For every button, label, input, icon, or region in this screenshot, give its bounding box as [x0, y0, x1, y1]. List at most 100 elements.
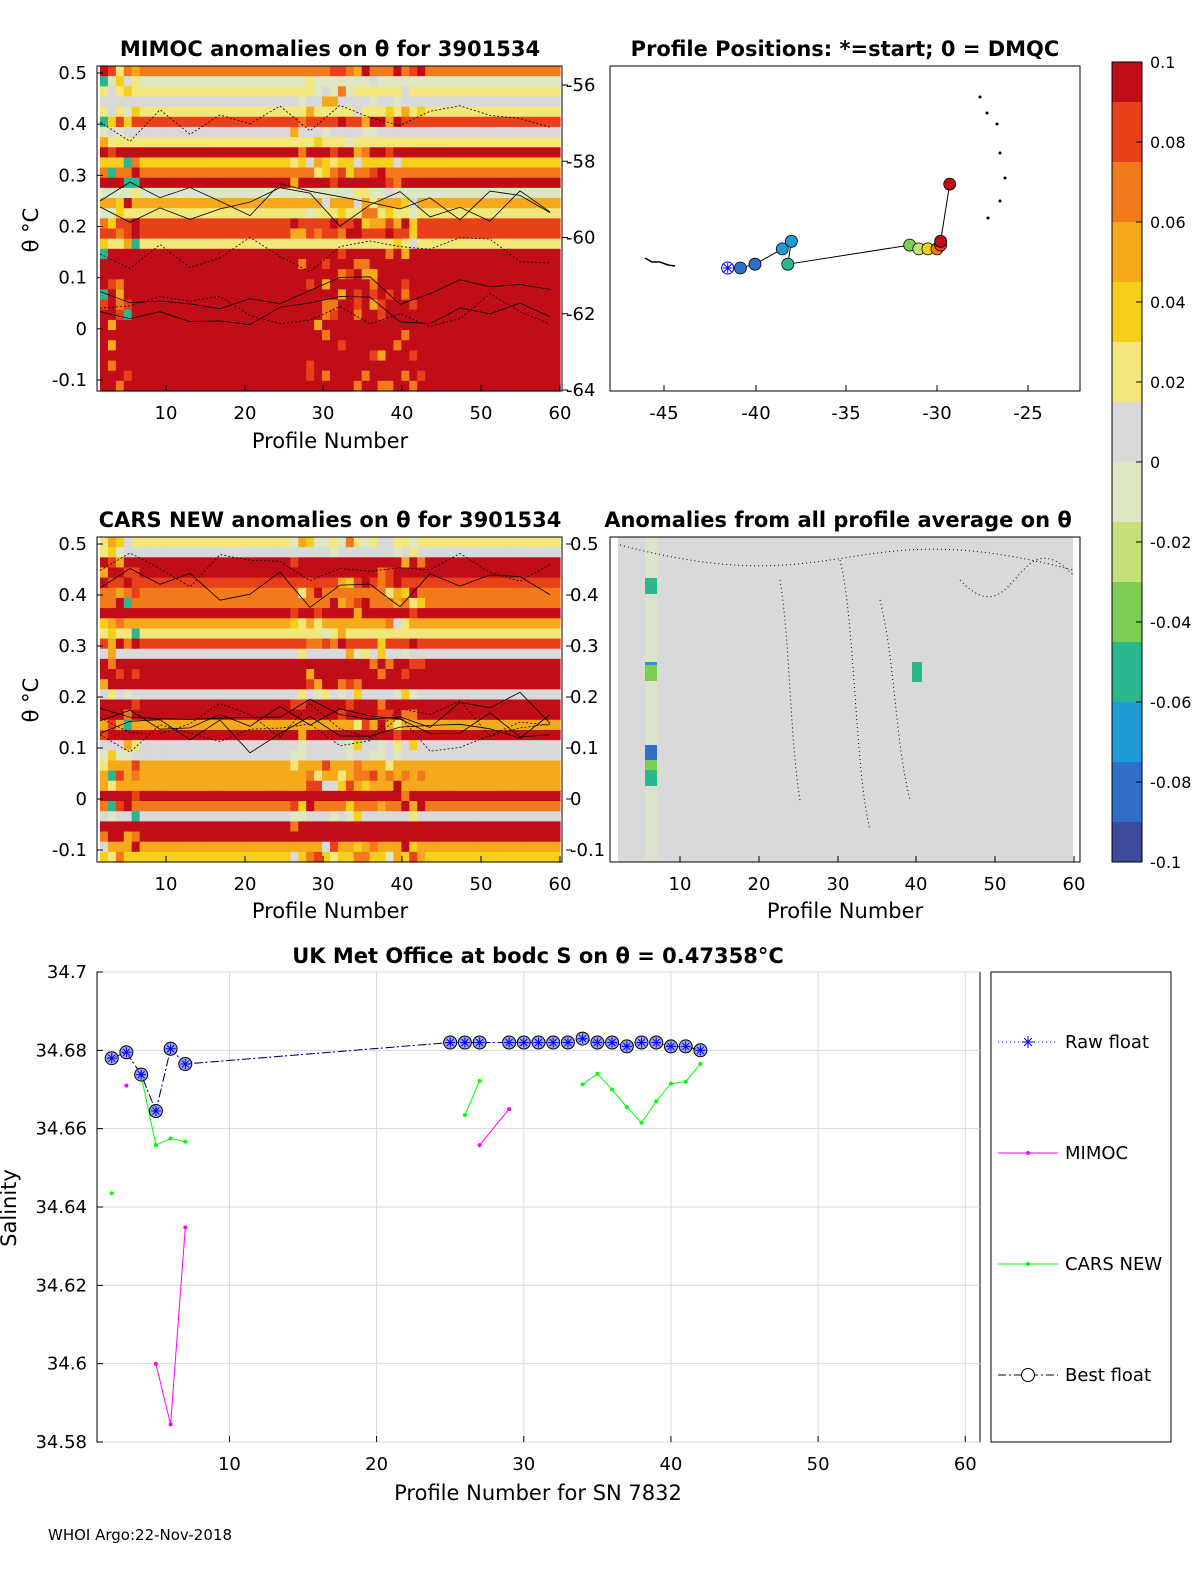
heatmap-cell [385, 841, 395, 853]
heatmap-cell [163, 790, 172, 802]
heatmap-cell [218, 648, 228, 660]
heatmap-cell [353, 370, 363, 382]
heatmap-cell [504, 740, 514, 751]
heatmap-cell [425, 658, 434, 670]
heatmap-cell [345, 729, 355, 741]
heatmap-cell [353, 279, 363, 291]
heatmap-cell [417, 587, 426, 599]
heatmap-cell [274, 537, 284, 548]
heatmap-cell [353, 699, 363, 711]
heatmap-cell [242, 628, 252, 640]
heatmap-cell [258, 608, 268, 619]
heatmap-cell [472, 370, 482, 382]
heatmap-cell [195, 370, 204, 382]
heatmap-cell [234, 258, 244, 270]
heatmap-cell [552, 699, 561, 711]
heatmap-cell [266, 66, 276, 77]
heatmap-cell [218, 228, 228, 240]
heatmap-cell [361, 258, 371, 270]
heatmap-cell [314, 309, 323, 321]
data-point [607, 1037, 618, 1048]
series-line [140, 1075, 186, 1146]
heatmap-cell [100, 167, 109, 179]
heatmap-cell [234, 116, 244, 128]
heatmap-cell [203, 157, 212, 169]
heatmap-cell [441, 208, 450, 219]
heatmap-cell [337, 360, 347, 372]
heatmap-cell [393, 587, 402, 599]
heatmap-cell [139, 597, 149, 609]
heatmap-cell [512, 841, 521, 853]
heatmap-cell [171, 729, 180, 741]
heatmap-cell [290, 801, 299, 812]
heatmap-cell [496, 750, 506, 762]
data-point [683, 1079, 688, 1084]
heatmap-cell [211, 330, 220, 341]
heatmap-cell [337, 790, 347, 802]
heatmap-cell [290, 790, 299, 802]
heatmap-cell [290, 269, 299, 280]
heatmap-cell [361, 648, 371, 660]
heatmap-cell [536, 841, 545, 853]
heatmap-cell [544, 628, 553, 640]
heatmap-cell [552, 638, 561, 650]
heatmap-cell [107, 587, 117, 599]
heatmap-cell [544, 547, 553, 558]
heatmap-cell [226, 106, 236, 118]
heatmap-cell [552, 279, 561, 291]
heatmap-cell [131, 851, 141, 863]
heatmap-cell [472, 96, 482, 108]
heatmap-cell [123, 76, 133, 87]
heatmap-cell [282, 228, 291, 240]
heatmap-cell [552, 319, 561, 331]
heatmap-cell [147, 770, 157, 782]
heatmap-cell [441, 248, 450, 260]
heatmap-cell [100, 269, 109, 280]
colorbar-tick-label: 0.08 [1150, 133, 1186, 152]
heatmap-cell [441, 370, 450, 382]
heatmap-cell [345, 147, 355, 159]
heatmap-cell [234, 319, 244, 331]
heatmap-cell [441, 76, 450, 87]
heatmap-cell [107, 547, 117, 558]
heatmap-cell [195, 116, 204, 128]
heatmap-cell [504, 198, 514, 209]
heatmap-cell [147, 208, 157, 219]
heatmap-cell [100, 729, 109, 741]
x-tick-label: 60 [1063, 874, 1086, 895]
mimoc-title: MIMOC anomalies on θ for 3901534 [120, 37, 540, 61]
heatmap-cell [369, 177, 379, 189]
heatmap-cell [504, 780, 514, 792]
heatmap-cell [171, 360, 180, 372]
heatmap-cell [353, 709, 363, 721]
heatmap-cell [401, 66, 410, 77]
heatmap-cell [520, 177, 529, 189]
heatmap-cell [425, 587, 434, 599]
heatmap-cell [274, 370, 284, 382]
heatmap-cell [266, 269, 276, 280]
heatmap-cell [139, 608, 149, 619]
heatmap-cell [456, 350, 466, 362]
heatmap-cell [544, 238, 553, 250]
heatmap-cell [171, 811, 180, 822]
heatmap-cell [536, 228, 545, 240]
heatmap-cell [179, 167, 188, 179]
heatmap-cell [298, 618, 307, 630]
heatmap-cell [195, 157, 204, 169]
heatmap-cell [226, 821, 236, 833]
heatmap-cell [123, 597, 133, 609]
heatmap-cell [385, 608, 395, 619]
heatmap-cell [266, 679, 276, 690]
heatmap-cell [218, 851, 228, 863]
heatmap-cell [409, 699, 418, 711]
heatmap-cell [187, 750, 196, 762]
heatmap-cell [330, 811, 339, 822]
heatmap-cell [456, 116, 466, 128]
heatmap-cell [512, 258, 521, 270]
heatmap-cell [298, 248, 307, 260]
heatmap-cell [258, 76, 268, 87]
heatmap-cell [298, 770, 307, 782]
heatmap-cell [147, 330, 157, 341]
heatmap-cell [369, 790, 379, 802]
heatmap-cell [314, 750, 323, 762]
